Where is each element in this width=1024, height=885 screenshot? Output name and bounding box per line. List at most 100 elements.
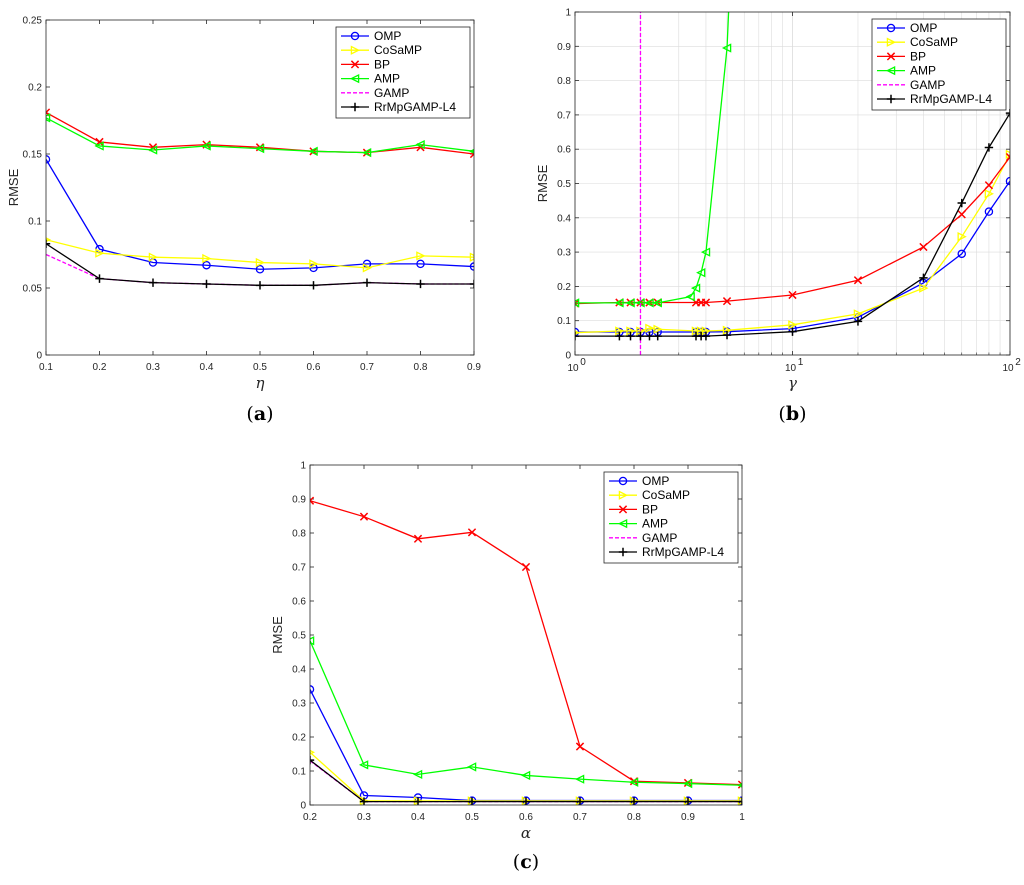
- y-tick-label: 0.5: [557, 179, 571, 190]
- y-tick-label: 0.8: [557, 76, 571, 87]
- legend-marker-cosamp: [618, 490, 629, 500]
- y-tick-label: 0.6: [557, 145, 571, 156]
- x-axis-label: η: [256, 374, 265, 392]
- chart-caption: (b): [778, 403, 806, 425]
- y-tick-label: 0.05: [23, 284, 43, 295]
- legend-marker-bp: [618, 505, 628, 514]
- data-point-bp: [359, 512, 369, 521]
- data-point-amp: [725, 2, 732, 9]
- legend-label-omp: OMP: [374, 29, 401, 43]
- x-tick-label: 0.3: [357, 812, 371, 823]
- data-point-cosamp: [255, 257, 266, 268]
- legend-marker-omp: [618, 476, 628, 486]
- y-tick-label: 0.5: [292, 631, 306, 642]
- x-axis-label: γ: [788, 374, 797, 392]
- x-axis-label: α: [521, 824, 531, 842]
- data-point-rrmpgamp-l4: [521, 797, 531, 805]
- data-point-amp: [652, 298, 662, 308]
- x-tick-label: 10: [1002, 363, 1014, 374]
- data-point-cosamp: [984, 189, 994, 199]
- data-point-rrmpgamp-l4: [362, 278, 372, 287]
- series-line-amp: [575, 12, 730, 304]
- legend-label-cosamp: CoSaMP: [642, 488, 690, 502]
- data-point-amp: [696, 268, 706, 278]
- y-tick-label: 0.1: [28, 217, 42, 228]
- chart-a: 0.1 0.2 0.3 0.4 0.5 0.6 0.7 0.8 0.9 0 0.05 0.1 0.15 0…: [6, 16, 481, 426]
- data-point-amp: [628, 777, 639, 787]
- data-point-rrmpgamp-l4: [645, 331, 654, 341]
- data-point-bp: [737, 780, 742, 789]
- series-line-amp: [310, 640, 742, 786]
- y-tick-label: 0.2: [292, 733, 306, 744]
- data-point-omp: [1005, 176, 1010, 186]
- data-point-rrmpgamp-l4: [722, 330, 732, 340]
- data-point-cosamp: [788, 320, 798, 330]
- legend-label-omp: OMP: [910, 21, 937, 35]
- data-point-rrmpgamp-l4: [575, 331, 580, 341]
- legend-marker-cosamp: [350, 45, 361, 55]
- legend-label-cosamp: CoSaMP: [910, 35, 958, 49]
- data-point-amp: [690, 283, 701, 293]
- legend-marker-rrmpgamp-l4: [618, 547, 628, 557]
- data-point-rrmpgamp-l4: [416, 279, 425, 289]
- y-tick-label: 0.8: [292, 529, 306, 540]
- series-group: [310, 496, 742, 805]
- data-point-bp: [467, 528, 477, 537]
- y-axis-label: RMSE: [270, 616, 285, 654]
- data-point-bp: [722, 297, 732, 306]
- legend-label-bp: BP: [642, 502, 658, 516]
- legend-marker-amp: [349, 73, 360, 84]
- data-point-cosamp: [653, 324, 663, 334]
- legend-label-gamp: GAMP: [374, 86, 409, 100]
- data-point-cosamp: [309, 259, 319, 269]
- data-point-amp: [412, 769, 423, 780]
- y-tick-label: 0.15: [23, 150, 43, 161]
- chart-caption: (c): [513, 851, 539, 873]
- data-point-amp: [721, 43, 732, 53]
- data-point-cosamp: [202, 253, 212, 264]
- data-point-rrmpgamp-l4: [575, 797, 585, 805]
- data-point-cosamp: [95, 248, 105, 258]
- legend-label-amp: AMP: [374, 72, 400, 86]
- data-point-amp: [46, 113, 51, 123]
- data-point-rrmpgamp-l4: [359, 797, 369, 805]
- data-point-amp: [201, 141, 211, 151]
- legend-label-rrmpgamp-l4: RrMpGAMP-L4: [642, 545, 724, 559]
- data-point-bp: [310, 496, 315, 505]
- x-tick-label: 0.8: [627, 812, 641, 823]
- axes-box: [309, 464, 743, 806]
- data-point-rrmpgamp-l4: [788, 327, 797, 336]
- x-tick-label: 0.8: [414, 362, 428, 373]
- y-tick-label: 0.9: [557, 42, 571, 53]
- data-point-amp: [682, 778, 693, 789]
- legend-marker-amp: [885, 65, 896, 76]
- data-point-amp: [700, 247, 711, 257]
- data-point-rrmpgamp-l4: [310, 755, 315, 765]
- data-point-rrmpgamp-l4: [957, 198, 966, 208]
- data-point-rrmpgamp-l4: [683, 797, 693, 805]
- data-point-rrmpgamp-l4: [255, 281, 265, 290]
- data-point-rrmpgamp-l4: [309, 281, 318, 290]
- x-tick-label: 0.9: [467, 362, 481, 373]
- data-point-rrmpgamp-l4: [629, 797, 639, 805]
- y-tick-label: 0.4: [292, 665, 306, 676]
- y-tick-label: 0.9: [292, 495, 306, 506]
- data-point-rrmpgamp-l4: [853, 317, 863, 326]
- x-tick-label: 10: [567, 363, 579, 374]
- legend-box: [335, 26, 471, 119]
- data-point-amp: [361, 148, 372, 158]
- legend-label-omp: OMP: [642, 474, 669, 488]
- data-point-amp: [466, 762, 477, 772]
- data-point-rrmpgamp-l4: [615, 331, 624, 341]
- y-tick-label: 0: [300, 801, 306, 812]
- axes-box: [45, 19, 475, 356]
- x-tick-exponent: 1: [798, 357, 804, 368]
- data-point-amp: [147, 145, 158, 155]
- y-tick-label: 0.25: [23, 16, 43, 27]
- x-tick-label: 0.7: [573, 812, 587, 823]
- y-tick-label: 0.7: [292, 563, 306, 574]
- y-axis-label: RMSE: [6, 168, 21, 206]
- data-point-omp: [310, 685, 315, 694]
